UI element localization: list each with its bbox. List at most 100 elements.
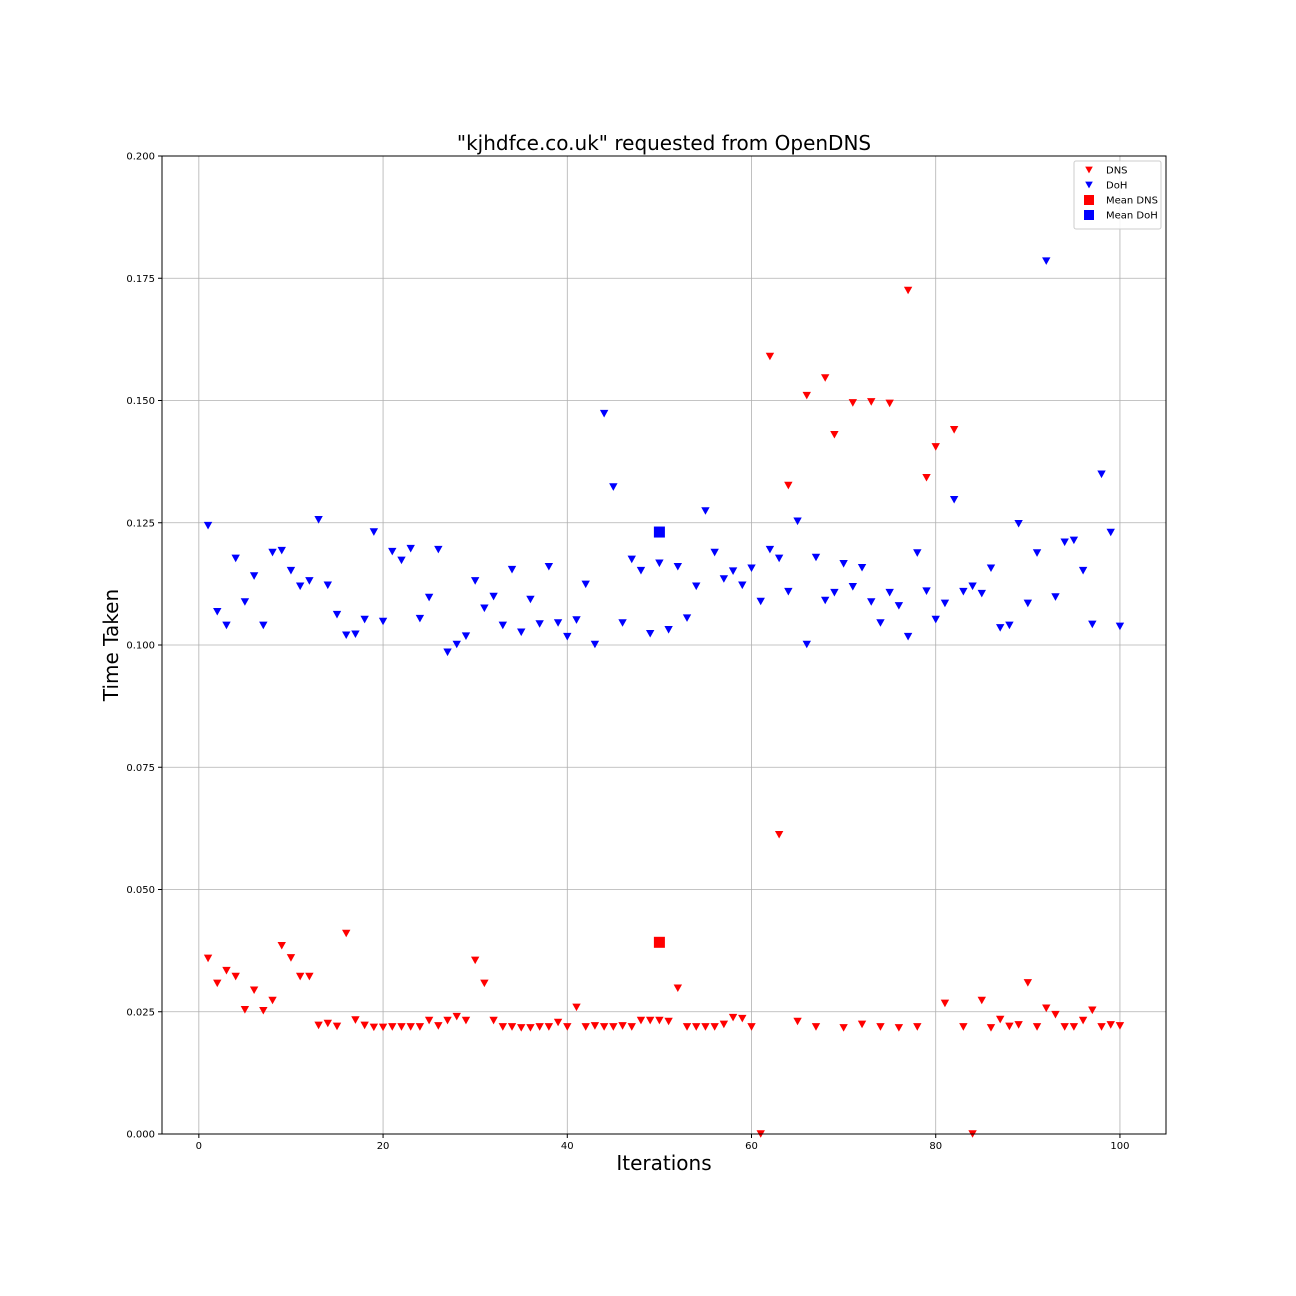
doh-point: [572, 616, 581, 624]
dns-point: [351, 1016, 360, 1024]
doh-point: [922, 587, 931, 595]
dns-point: [738, 1014, 747, 1023]
dns-point: [1078, 1016, 1088, 1025]
dns-point: [305, 972, 314, 981]
dns-point: [784, 481, 793, 490]
dns-point: [415, 1023, 425, 1031]
dns-point: [922, 473, 931, 482]
doh-point: [811, 553, 821, 562]
dns-point: [1014, 1021, 1023, 1029]
doh-point: [1005, 621, 1014, 630]
dns-point: [636, 1016, 646, 1025]
x-tick-label: 20: [377, 1141, 390, 1152]
y-tick-label: 0.075: [126, 763, 155, 774]
doh-point: [535, 620, 544, 628]
dns-point: [517, 1024, 526, 1032]
dns-point: [903, 286, 913, 295]
doh-point: [507, 565, 517, 574]
doh-point: [231, 554, 240, 563]
legend: DNS DoH Mean DNS Mean DoH: [1073, 160, 1162, 230]
dns-point: [535, 1023, 544, 1031]
dns-point: [655, 1016, 664, 1025]
doh-point: [636, 566, 646, 575]
dns-point: [489, 1016, 498, 1025]
dns-point: [645, 1016, 655, 1025]
dns-point: [203, 954, 213, 963]
doh-point: [664, 626, 673, 634]
doh-point: [498, 621, 508, 630]
doh-point: [563, 632, 572, 641]
y-tick-label: 0.125: [126, 518, 155, 529]
doh-point: [369, 528, 379, 536]
doh-point: [581, 580, 590, 589]
y-tick-label: 0.000: [126, 1130, 155, 1141]
dns-point: [1042, 1004, 1051, 1013]
dns-point: [240, 1006, 250, 1014]
doh-point: [388, 547, 397, 556]
data-points: [203, 257, 1125, 1138]
doh-point: [738, 581, 747, 590]
dns-point: [1032, 1023, 1042, 1031]
doh-point: [885, 588, 894, 597]
doh-point: [1097, 470, 1106, 479]
doh-point: [756, 597, 765, 606]
doh-point: [544, 562, 554, 571]
doh-point: [1088, 620, 1097, 629]
dns-point: [378, 1023, 388, 1032]
dns-point: [581, 1023, 590, 1031]
doh-point: [857, 563, 867, 572]
doh-point: [590, 640, 600, 649]
dns-point: [1051, 1010, 1060, 1019]
doh-point: [1115, 622, 1125, 631]
dns-point: [857, 1020, 867, 1029]
legend-label-mean-doh: Mean DoH: [1106, 211, 1158, 222]
doh-point: [553, 619, 563, 627]
doh-point: [203, 521, 213, 530]
doh-point: [295, 582, 305, 591]
doh-point: [378, 617, 388, 626]
dns-point: [986, 1024, 996, 1032]
doh-point: [268, 548, 277, 557]
dns-point: [599, 1023, 609, 1031]
dns-point: [360, 1021, 369, 1030]
dns-point: [286, 954, 296, 962]
dns-point: [931, 443, 940, 451]
doh-point: [986, 564, 996, 573]
doh-point: [931, 615, 940, 624]
doh-point: [774, 554, 784, 563]
doh-point: [913, 549, 922, 557]
dns-point: [498, 1023, 508, 1031]
dns-point: [526, 1024, 535, 1032]
x-tick-label: 40: [561, 1141, 574, 1152]
dns-point: [959, 1023, 968, 1031]
doh-point: [1060, 538, 1069, 547]
dns-point: [461, 1016, 471, 1025]
dns-point: [977, 996, 986, 1005]
dns-point: [277, 941, 286, 950]
doh-point: [977, 589, 986, 598]
mean-dns-point: [653, 936, 665, 948]
doh-point: [765, 545, 775, 554]
legend-label-doh: DoH: [1106, 181, 1127, 192]
doh-point: [820, 596, 830, 605]
doh-point: [968, 582, 977, 591]
doh-point: [240, 598, 250, 606]
doh-point: [673, 562, 683, 571]
dns-point: [802, 391, 811, 400]
doh-point: [701, 507, 710, 515]
doh-point: [351, 630, 360, 639]
dns-point: [572, 1003, 581, 1012]
dns-point: [213, 979, 222, 988]
dns-point: [553, 1018, 563, 1027]
legend-box: [1073, 160, 1162, 230]
dns-point: [618, 1022, 627, 1030]
doh-point: [489, 592, 498, 601]
doh-point: [461, 632, 471, 640]
dns-point: [1097, 1023, 1106, 1031]
doh-point: [876, 619, 885, 627]
y-tick-label: 0.050: [126, 885, 155, 896]
dns-point: [314, 1021, 323, 1030]
dns-point: [544, 1023, 554, 1031]
doh-point: [949, 495, 959, 504]
